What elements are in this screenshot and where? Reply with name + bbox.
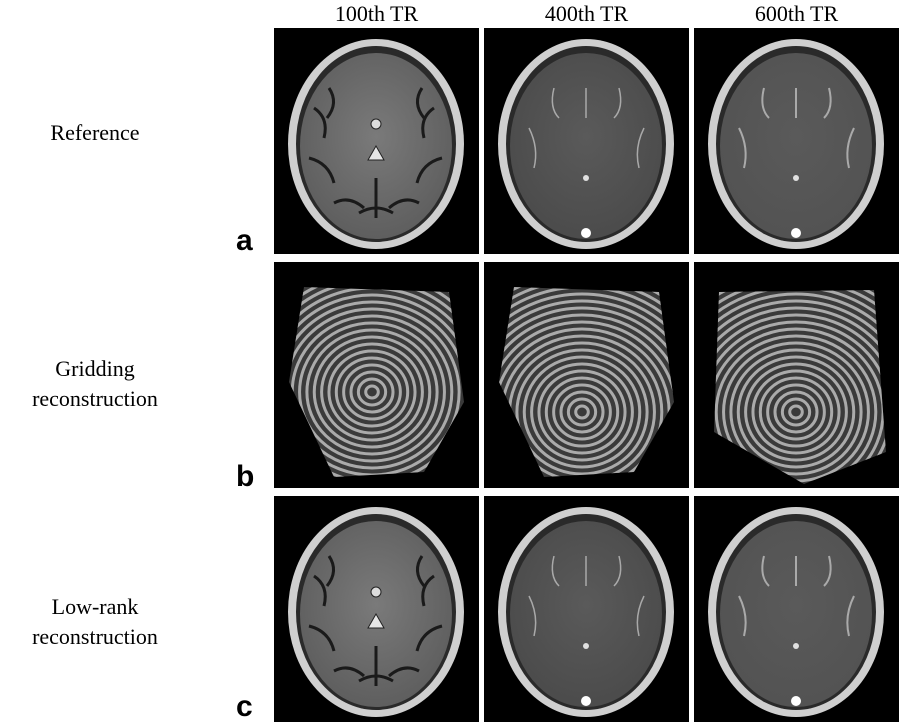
mri-reference-400th-tr [484,28,689,254]
mri-lowrank-400th-tr-image [484,496,689,722]
row-label-lowrank-line-1: Low-rank [51,594,139,619]
row-label-reference-line-1: Reference [50,120,140,145]
mri-reference-400th-tr-image [484,28,689,254]
row-label-gridding: Gridding reconstruction [0,354,190,414]
row-label-gridding-line-1: Gridding [55,356,135,381]
mri-reference-600th-tr-image [694,28,899,254]
mri-reference-100th-tr [274,28,479,254]
panel-letter-b: b [236,460,255,493]
row-label-reference: Reference [0,118,190,148]
mri-lowrank-600th-tr [694,496,899,722]
panel-letter-a: a [236,224,253,257]
mri-gridding-600th-tr [694,262,899,488]
mri-lowrank-400th-tr [484,496,689,722]
mri-lowrank-600th-tr-image [694,496,899,722]
column-header-100th-tr: 100th TR [334,1,419,26]
mri-gridding-400th-tr [484,262,689,488]
row-label-lowrank-line-2: reconstruction [32,624,158,649]
mri-reference-100th-tr-image [274,28,479,254]
mri-gridding-100th-tr [274,262,479,488]
column-header-600th-tr: 600th TR [754,1,839,26]
mri-gridding-600th-tr-image [694,262,899,488]
panel-letter-c: c [236,690,253,723]
mri-gridding-100th-tr-image [274,262,479,488]
column-header-400th-tr: 400th TR [544,1,629,26]
row-label-gridding-line-2: reconstruction [32,386,158,411]
mri-gridding-400th-tr-image [484,262,689,488]
mri-lowrank-100th-tr [274,496,479,722]
mri-lowrank-100th-tr-image [274,496,479,722]
mri-reference-600th-tr [694,28,899,254]
row-label-lowrank: Low-rank reconstruction [0,592,190,652]
